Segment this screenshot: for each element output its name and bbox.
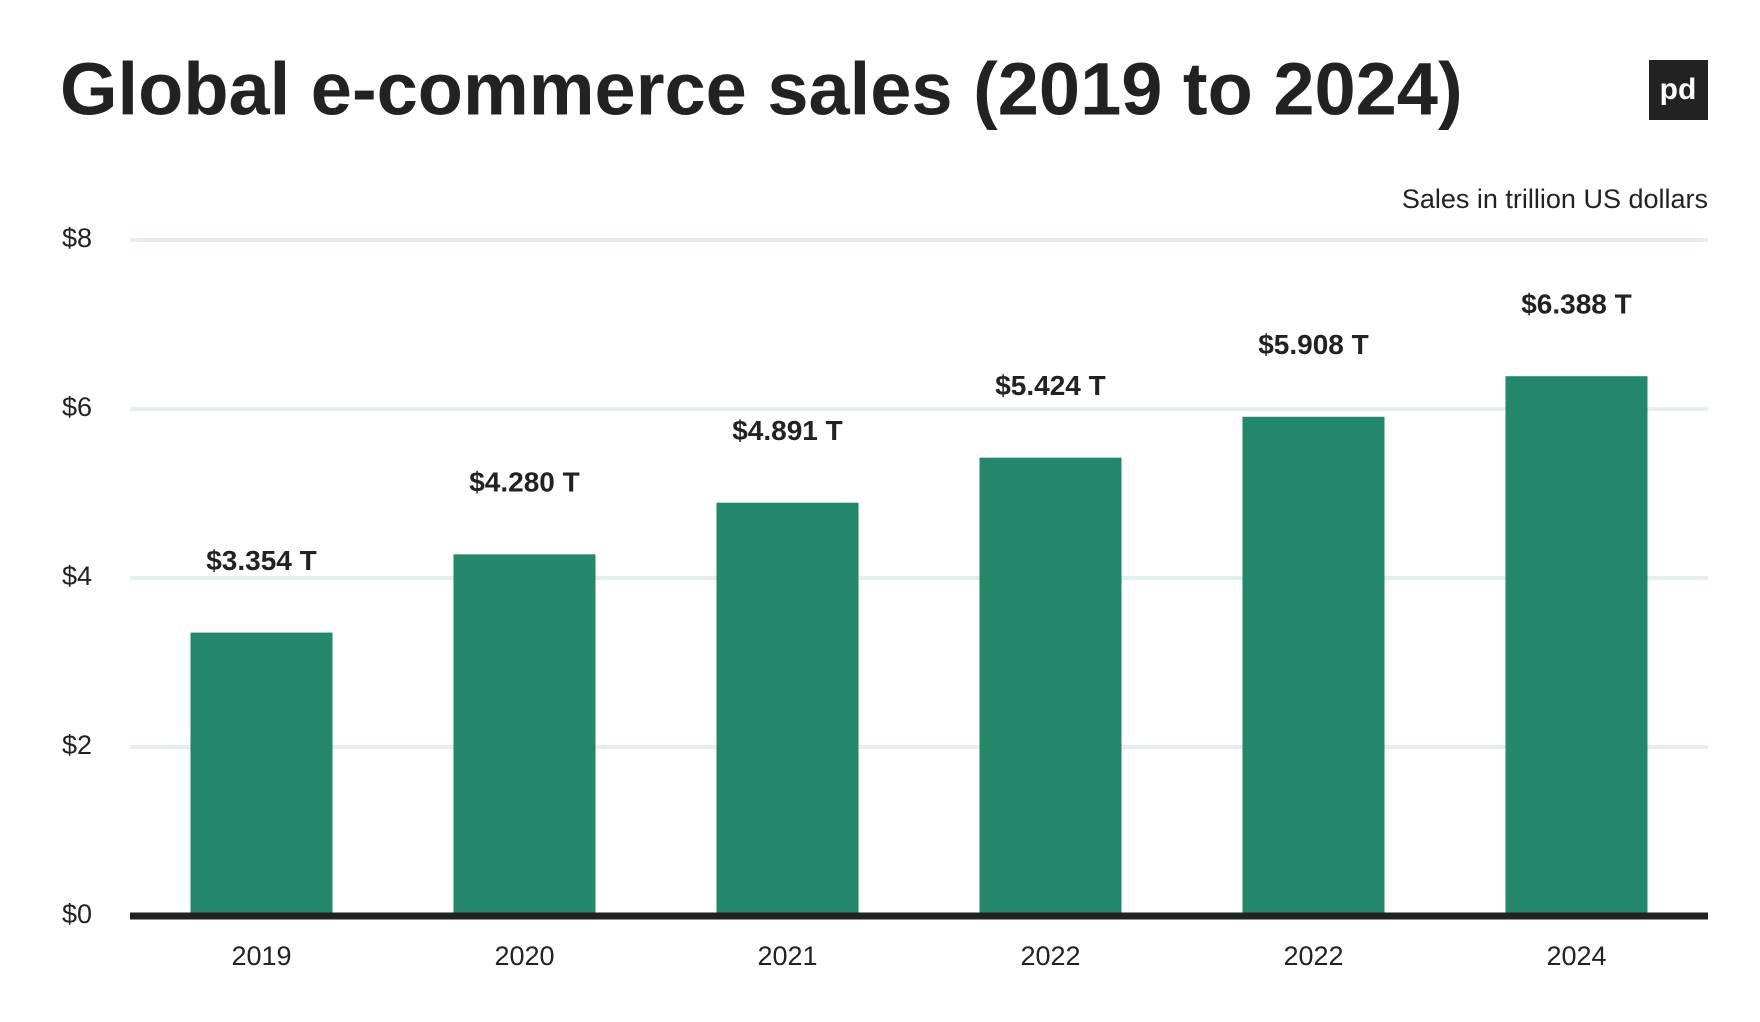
logo: pd <box>1660 73 1697 106</box>
x-tick-label: 2022 <box>1283 941 1343 971</box>
x-tick-label: 2022 <box>1020 941 1080 971</box>
y-tick-label: $8 <box>62 223 92 253</box>
bar <box>979 457 1122 916</box>
chart-title: Global e-commerce sales (2019 to 2024) <box>60 48 1463 131</box>
value-label: $5.424 T <box>995 370 1106 401</box>
bar <box>1242 416 1385 916</box>
value-label: $4.280 T <box>469 467 580 498</box>
y-tick-label: $4 <box>62 561 92 591</box>
value-label: $4.891 T <box>732 415 843 446</box>
value-label: $5.908 T <box>1258 329 1369 360</box>
x-tick-label: 2021 <box>757 941 817 971</box>
y-tick-label: $2 <box>62 730 92 760</box>
value-label: $6.388 T <box>1521 289 1632 320</box>
y-tick-label: $0 <box>62 899 92 929</box>
y-tick-label: $6 <box>62 392 92 422</box>
bar <box>1505 376 1648 916</box>
x-tick-label: 2020 <box>494 941 554 971</box>
value-label: $3.354 T <box>206 545 317 576</box>
x-tick-label: 2019 <box>231 941 291 971</box>
bar <box>190 632 333 916</box>
x-tick-label: 2024 <box>1546 941 1606 971</box>
bar <box>453 554 596 916</box>
subtitle: Sales in trillion US dollars <box>1402 184 1708 214</box>
bar <box>716 502 859 916</box>
logo-box <box>1649 60 1708 120</box>
